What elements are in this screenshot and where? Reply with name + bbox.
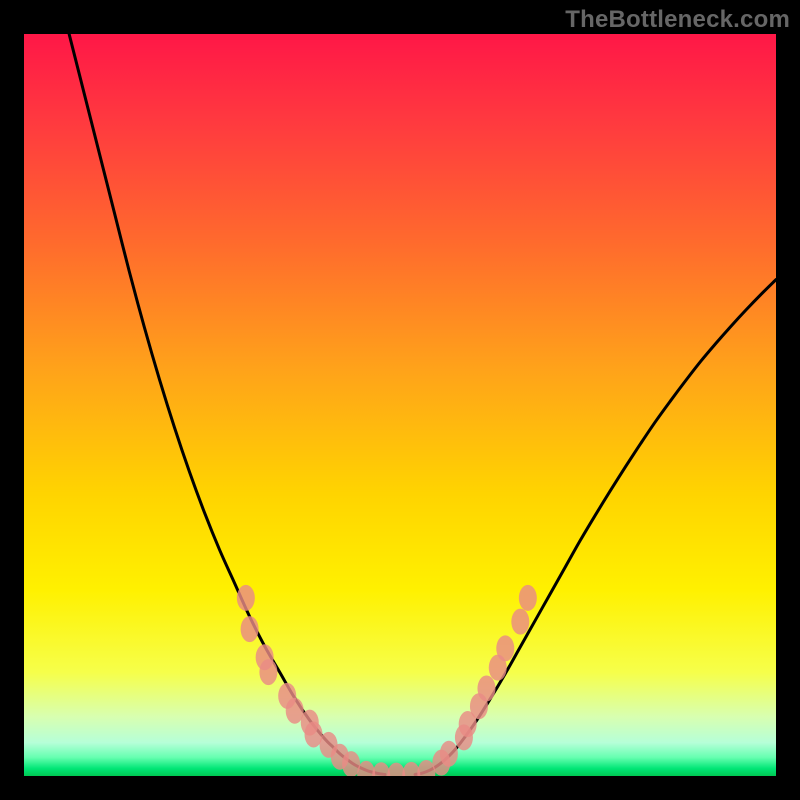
marker-left xyxy=(241,616,259,642)
marker-left xyxy=(259,659,277,685)
chart-frame: TheBottleneck.com xyxy=(0,0,800,800)
marker-right xyxy=(511,609,529,635)
marker-right xyxy=(496,635,514,661)
marker-right xyxy=(440,741,458,767)
marker-left xyxy=(237,585,255,611)
marker-right xyxy=(477,675,495,701)
plot-area xyxy=(24,34,776,776)
watermark-text: TheBottleneck.com xyxy=(565,6,790,34)
marker-right xyxy=(519,585,537,611)
valley-chart-svg xyxy=(24,34,776,776)
gradient-background xyxy=(24,34,776,776)
